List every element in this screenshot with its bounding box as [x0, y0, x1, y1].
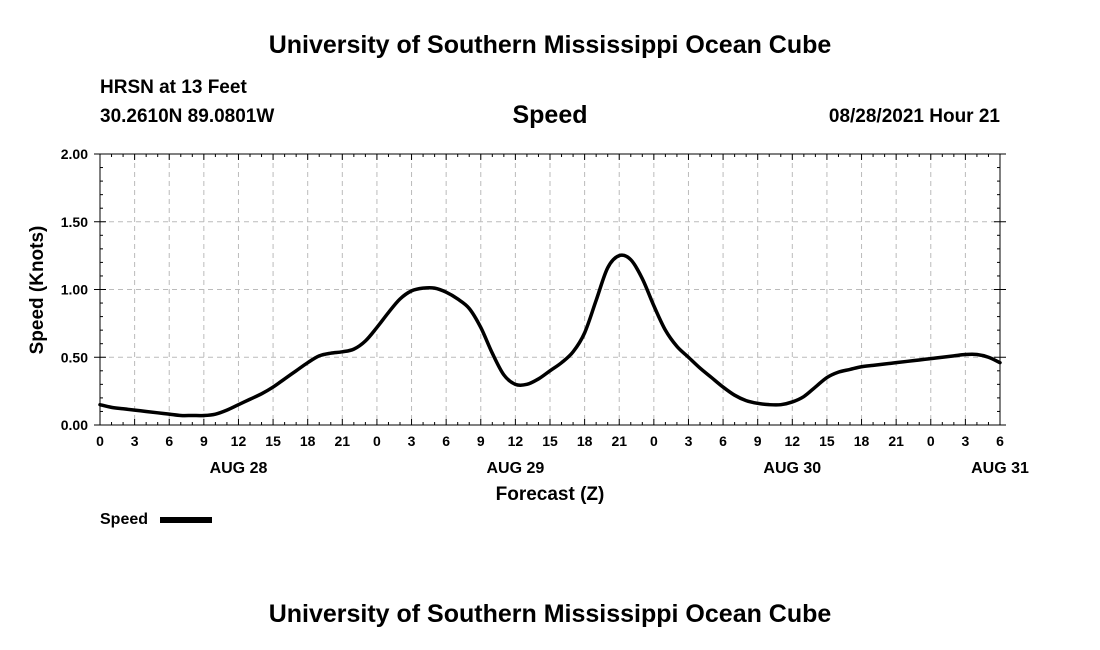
- x-tick-label: 15: [819, 433, 835, 449]
- footer-title: University of Southern Mississippi Ocean…: [268, 600, 832, 628]
- date-label: AUG 31: [971, 460, 1029, 477]
- chart-title: University of Southern Mississippi Ocean…: [268, 31, 832, 59]
- x-tick-label: 3: [685, 433, 693, 449]
- y-tick-label: 2.00: [61, 146, 88, 162]
- x-tick-label: 18: [300, 433, 316, 449]
- grid: [100, 154, 1000, 425]
- y-tick-label: 1.00: [61, 282, 88, 298]
- x-tick-label: 15: [542, 433, 558, 449]
- x-tick-label: 21: [611, 433, 627, 449]
- series-layer: [98, 253, 1002, 418]
- valid-time: 08/28/2021 Hour 21: [828, 106, 1000, 127]
- axis-ticks: [94, 153, 1006, 426]
- x-tick-label: 3: [961, 433, 969, 449]
- x-tick-label: 21: [335, 433, 351, 449]
- x-tick-label: 18: [854, 433, 870, 449]
- date-label: AUG 30: [763, 460, 821, 477]
- x-tick-label: 3: [408, 433, 416, 449]
- x-tick-label: 21: [888, 433, 904, 449]
- date-label: AUG 29: [486, 460, 544, 477]
- axis-labels: 0 3 6 9 12 15 18 21 0 3 6 9 12 15 18 21 0 3 6 9 12 15 18 21 0 3 6 A…: [61, 146, 1029, 477]
- x-tick-label: 9: [754, 433, 762, 449]
- station-name: HRSN at 13 Feet: [100, 77, 247, 98]
- station-coordinates: 30.2610N 89.0801W: [100, 106, 275, 127]
- y-tick-label: 1.50: [61, 214, 88, 230]
- legend-label: Speed: [100, 511, 148, 528]
- date-label: AUG 28: [210, 460, 268, 477]
- x-tick-label: 0: [96, 433, 104, 449]
- x-tick-label: 9: [477, 433, 485, 449]
- y-axis-label: Speed (Knots): [27, 226, 48, 355]
- x-tick-label: 15: [265, 433, 281, 449]
- x-tick-label: 9: [200, 433, 208, 449]
- x-tick-label: 0: [927, 433, 935, 449]
- y-tick-label: 0.50: [61, 349, 88, 365]
- x-tick-label: 6: [719, 433, 727, 449]
- x-tick-label: 0: [373, 433, 381, 449]
- x-tick-label: 12: [508, 433, 524, 449]
- x-tick-label: 6: [442, 433, 450, 449]
- x-tick-label: 3: [131, 433, 139, 449]
- variable-title: Speed: [512, 101, 588, 129]
- x-tick-label: 12: [785, 433, 801, 449]
- x-tick-label: 6: [165, 433, 173, 449]
- speed-series-line: [98, 253, 1002, 418]
- x-tick-label: 12: [231, 433, 247, 449]
- x-tick-label: 0: [650, 433, 658, 449]
- x-tick-label: 18: [577, 433, 593, 449]
- x-tick-label: 6: [996, 433, 1004, 449]
- y-tick-label: 0.00: [61, 417, 88, 433]
- legend-swatch: [160, 517, 212, 523]
- x-axis-label: Forecast (Z): [496, 484, 605, 505]
